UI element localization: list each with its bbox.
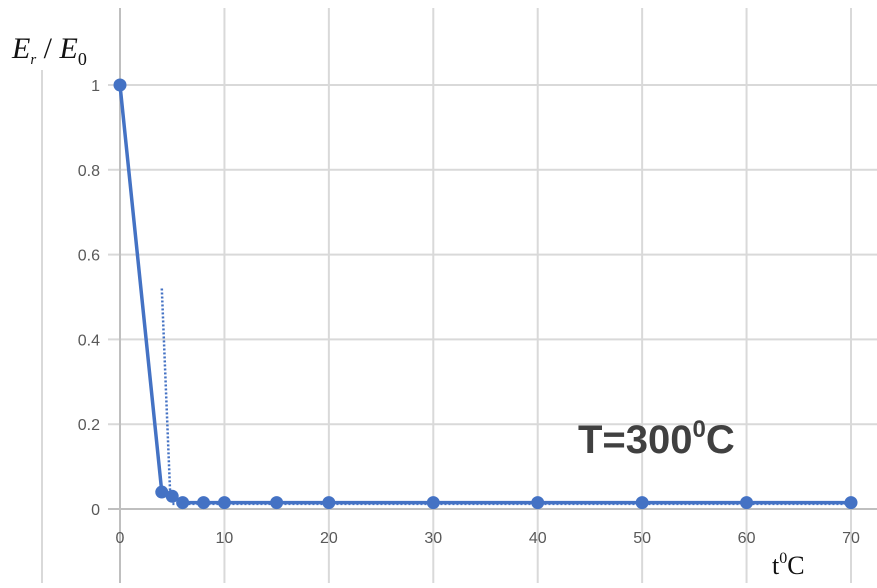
- data-point-marker: [844, 496, 858, 510]
- y-tick-label: 0.2: [78, 417, 100, 434]
- grid: [108, 8, 877, 583]
- data-point-marker: [322, 496, 336, 510]
- data-point-marker: [270, 496, 284, 510]
- x-tick-labels: 0 10 20 30 40 50 60 70: [116, 530, 860, 547]
- x-tick-label: 70: [842, 530, 860, 547]
- dotted-series-line: [160, 288, 851, 506]
- y-tick-labels: 0 0.2 0.4 0.6 0.8 1: [78, 78, 100, 519]
- data-point-marker: [155, 485, 169, 499]
- x-tick-label: 30: [424, 530, 442, 547]
- data-point-marker: [635, 496, 649, 510]
- x-tick-label: 0: [116, 530, 125, 547]
- data-point-marker: [426, 496, 440, 510]
- y-tick-label: 0.4: [78, 332, 100, 349]
- axes: [41, 8, 877, 583]
- series: [113, 78, 858, 510]
- data-point-marker: [740, 496, 754, 510]
- data-point-marker: [217, 496, 231, 510]
- data-point-marker: [197, 496, 211, 510]
- y-tick-label: 0.6: [78, 248, 100, 265]
- data-point-marker: [165, 489, 179, 503]
- data-point-marker: [113, 78, 127, 92]
- x-tick-label: 40: [529, 530, 547, 547]
- y-tick-label: 0.8: [78, 163, 100, 180]
- x-tick-label: 20: [320, 530, 338, 547]
- x-tick-label: 10: [216, 530, 234, 547]
- data-point-marker: [176, 496, 190, 510]
- y-tick-label: 0: [91, 502, 100, 519]
- x-tick-label: 50: [633, 530, 651, 547]
- y-tick-label: 1: [91, 78, 100, 95]
- x-tick-label: 60: [738, 530, 756, 547]
- y-axis-label: Er / E0: [11, 32, 87, 69]
- series-line: [118, 84, 851, 505]
- x-axis-label: t0C: [772, 550, 805, 580]
- temperature-annotation: T=3000C: [578, 416, 735, 462]
- data-point-marker: [531, 496, 545, 510]
